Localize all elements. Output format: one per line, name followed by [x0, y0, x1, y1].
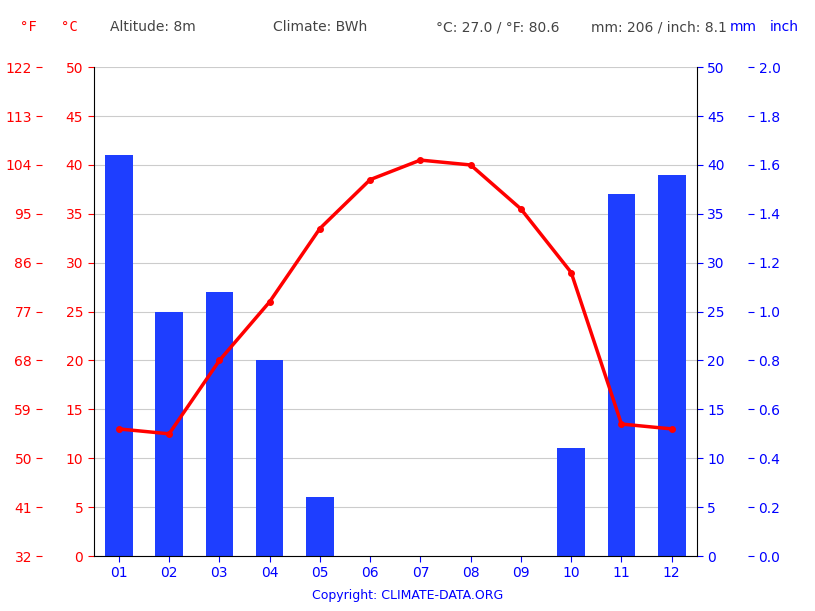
Bar — [205, 292, 233, 556]
Bar — [256, 360, 284, 556]
Text: Copyright: CLIMATE-DATA.ORG: Copyright: CLIMATE-DATA.ORG — [312, 589, 503, 602]
Text: °C: °C — [61, 21, 78, 34]
Text: mm: 206 / inch: 8.1: mm: 206 / inch: 8.1 — [591, 21, 727, 34]
Bar — [557, 448, 585, 556]
Bar — [156, 312, 183, 556]
Bar — [608, 194, 635, 556]
Text: Altitude: 8m: Altitude: 8m — [110, 21, 196, 34]
Text: °C: 27.0 / °F: 80.6: °C: 27.0 / °F: 80.6 — [436, 21, 560, 34]
Bar — [306, 497, 333, 556]
Text: °F: °F — [20, 21, 37, 34]
Bar — [658, 175, 685, 556]
Text: Climate: BWh: Climate: BWh — [273, 21, 368, 34]
Text: mm: mm — [729, 21, 756, 34]
Text: inch: inch — [770, 21, 800, 34]
Bar — [105, 155, 133, 556]
